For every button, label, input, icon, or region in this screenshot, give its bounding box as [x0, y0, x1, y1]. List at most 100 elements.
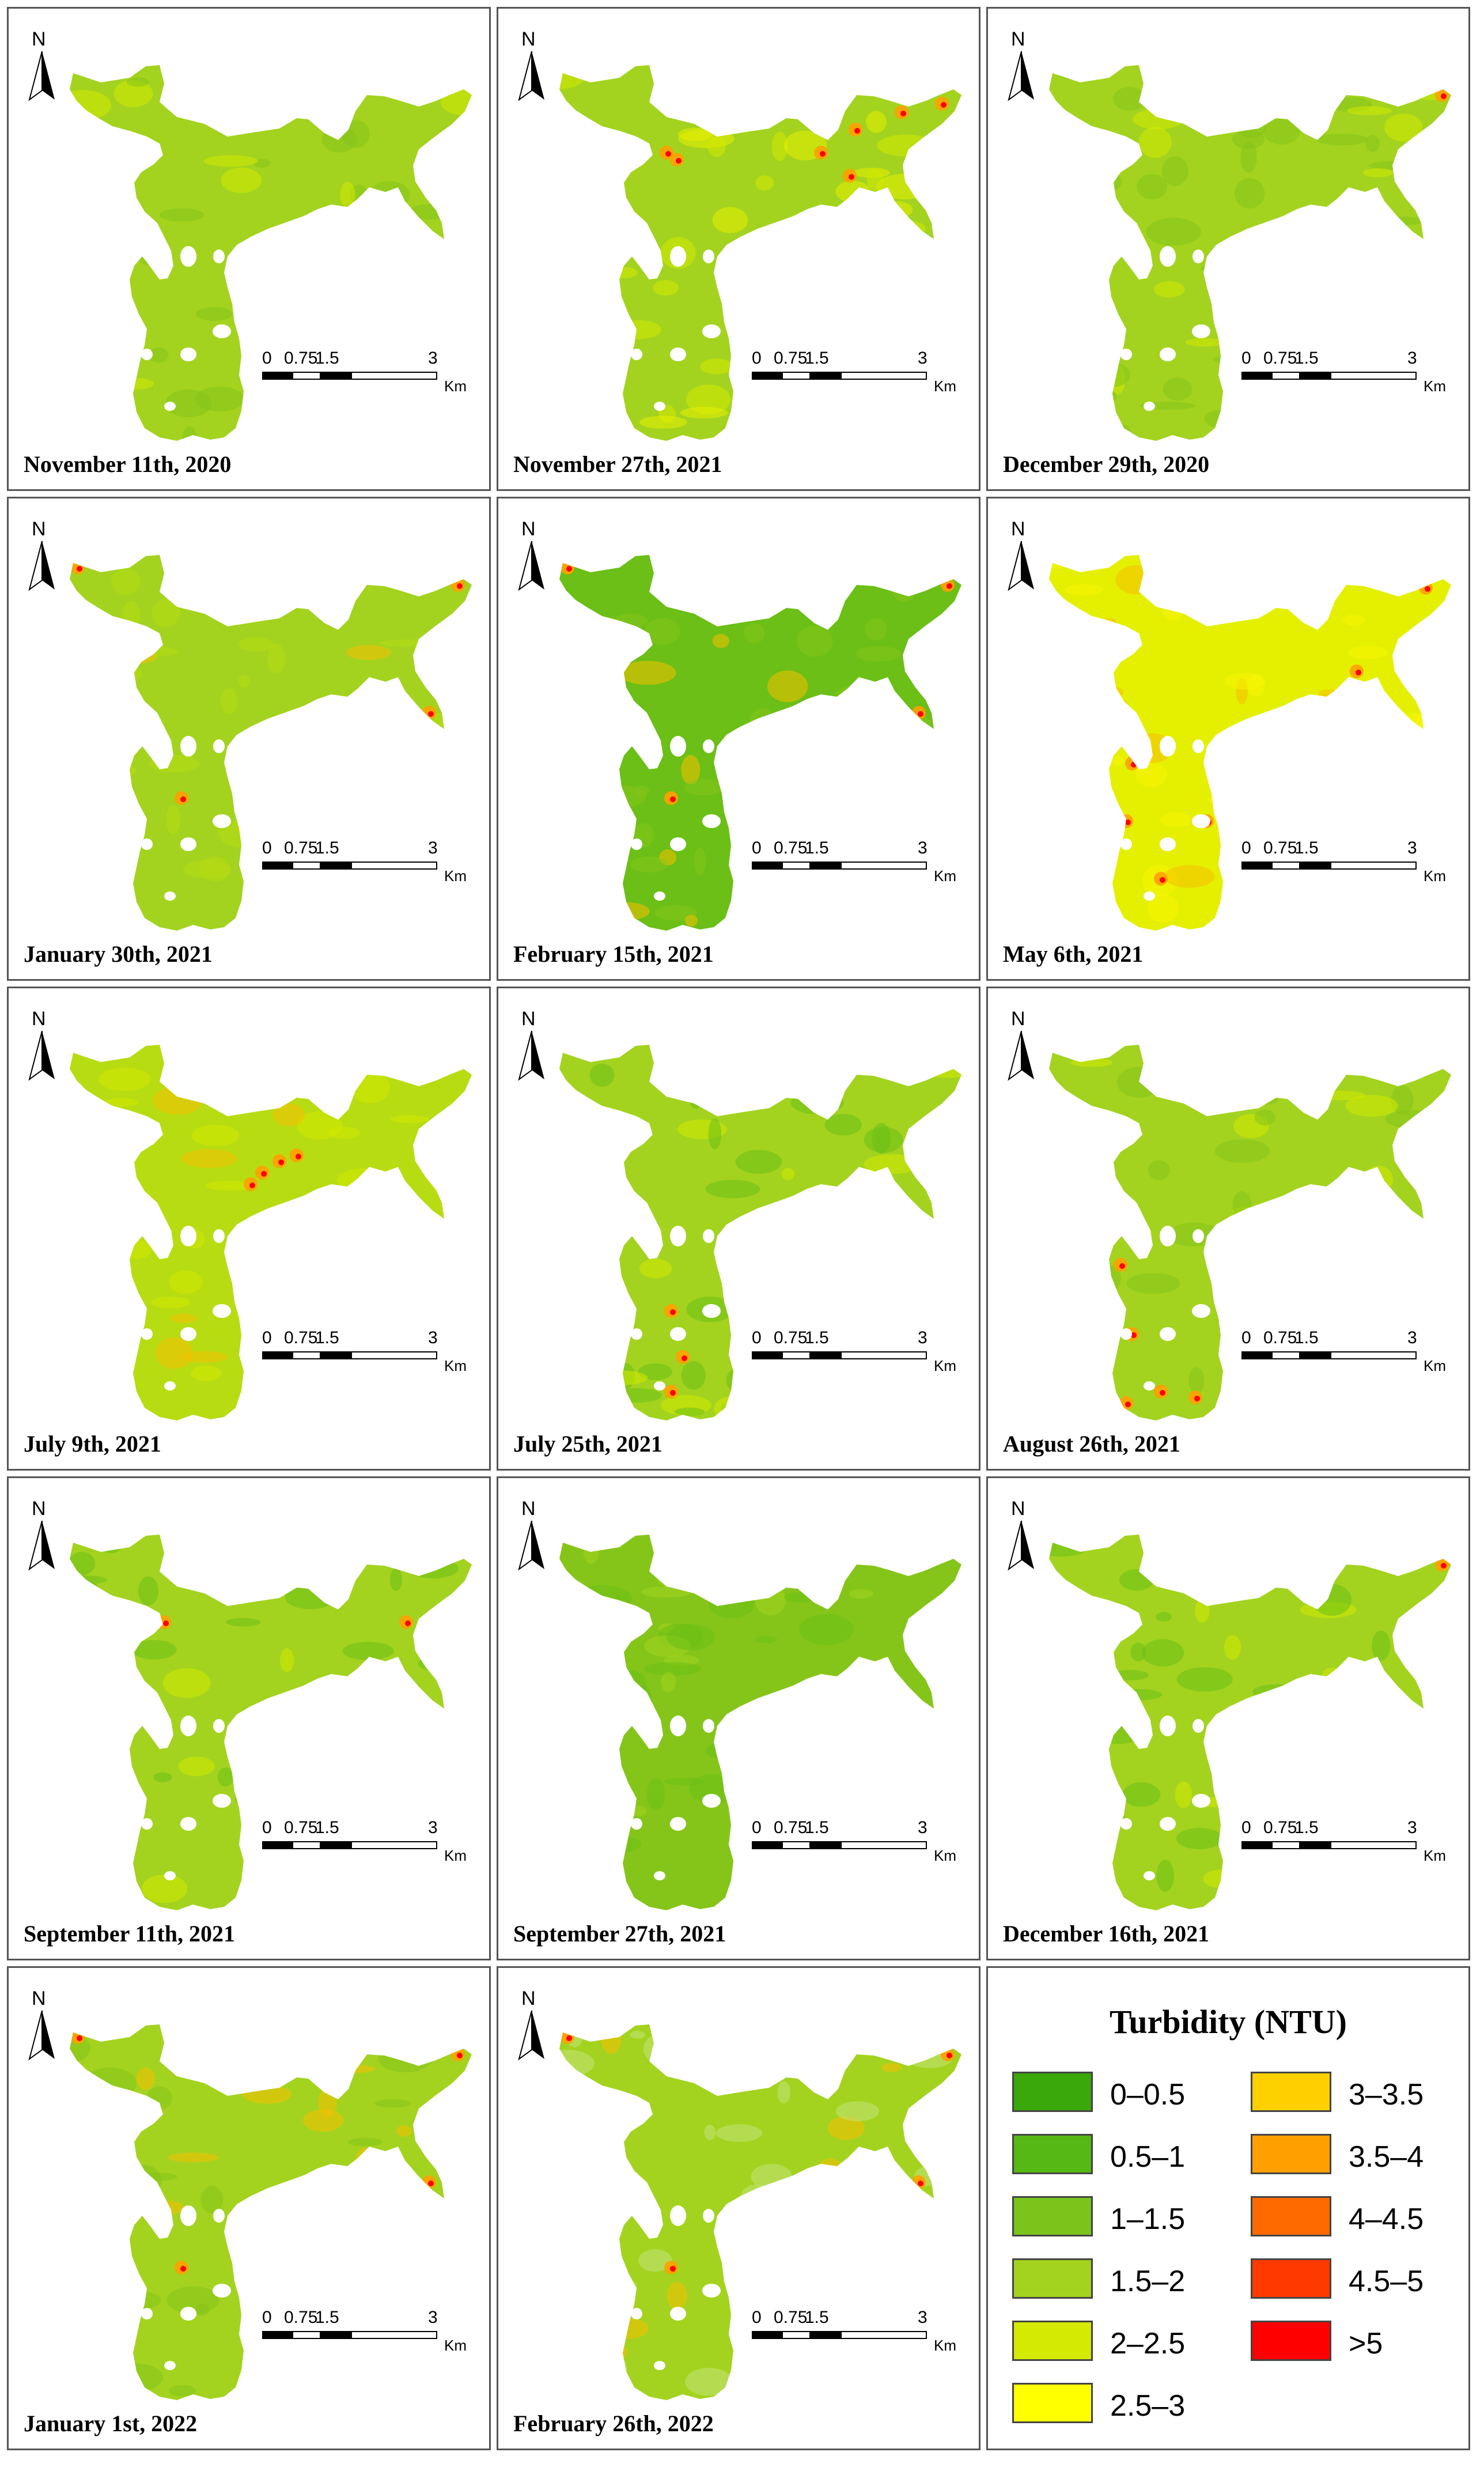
legend-title: Turbidity (NTU) — [1109, 2003, 1347, 2041]
scale-unit: Km — [444, 1357, 467, 1374]
island — [654, 2361, 665, 2370]
reservoir-map — [1049, 1535, 1451, 1910]
scale-segment — [782, 1351, 811, 1359]
island — [670, 2205, 686, 2226]
scale-unit: Km — [1424, 377, 1446, 395]
scale-tick-label: 0.75 — [774, 1818, 808, 1837]
island — [1160, 736, 1176, 757]
island — [1120, 838, 1132, 850]
north-label: N — [521, 1008, 536, 1030]
scale-tick-label: 0.75 — [774, 349, 808, 368]
scale-bar: 0 0.75 1.5 3 Km — [752, 2308, 979, 2354]
scale-segment — [262, 862, 292, 870]
scale-bar: 0 0.75 1.5 3 Km — [1241, 1818, 1468, 1864]
island — [703, 1229, 714, 1243]
scale-tick-label: 0 — [262, 1818, 272, 1837]
scale-tick-label: 0.75 — [774, 1328, 808, 1347]
scale-bar: 0 0.75 1.5 3 Km — [752, 1328, 979, 1374]
scale-segment — [321, 372, 351, 380]
island — [1144, 891, 1155, 901]
legend-item: 4–4.5 — [1251, 2196, 1458, 2240]
scale-segment — [752, 372, 782, 380]
scale-tick-label: 0 — [1241, 838, 1251, 857]
island — [703, 1719, 714, 1733]
scale-segment — [1330, 862, 1417, 870]
island — [654, 1871, 665, 1880]
scale-tick-label: 1.5 — [315, 1818, 339, 1837]
island — [1192, 739, 1204, 753]
reservoir-map — [1049, 555, 1451, 931]
reservoir-water — [559, 65, 961, 441]
island — [141, 1818, 153, 1830]
north-label: N — [32, 28, 46, 50]
island — [141, 838, 153, 850]
scale-segment — [1271, 862, 1300, 870]
panel-date-label: February 26th, 2022 — [513, 2410, 714, 2436]
island — [213, 739, 225, 753]
scale-segment — [1330, 372, 1417, 380]
turbidity-map-panel: N 0 0.75 1.5 3 Km December 16th, 2021 — [986, 1476, 1470, 1960]
scale-segment — [811, 1841, 841, 1849]
north-arrow-icon: N — [25, 1498, 59, 1571]
legend-swatch — [1012, 2196, 1093, 2236]
scale-tick-label: 3 — [428, 1818, 438, 1837]
scale-segment — [321, 1841, 351, 1849]
reservoir-water — [70, 65, 472, 441]
legend-swatch — [1012, 2321, 1093, 2361]
island — [670, 837, 686, 851]
north-label: N — [1011, 1498, 1025, 1520]
scale-tick-label: 1.5 — [1294, 838, 1319, 857]
north-label: N — [521, 1498, 536, 1520]
legend-item: >5 — [1251, 2321, 1458, 2364]
legend-label: 1.5–2 — [1110, 2265, 1186, 2298]
reservoir-map — [70, 2024, 472, 2400]
island — [702, 324, 721, 338]
north-arrow-icon: N — [1004, 518, 1039, 591]
scale-tick-label: 1.5 — [1294, 1818, 1319, 1837]
scale-bar: 0 0.75 1.5 3 Km — [1241, 349, 1468, 395]
scale-segment — [841, 1351, 927, 1359]
north-label: N — [32, 1988, 46, 2009]
scale-unit: Km — [1424, 1847, 1446, 1864]
turbidity-map-panel: N 0 0.75 1.5 3 Km May 6th, 2021 — [986, 497, 1470, 981]
island — [654, 1381, 665, 1391]
scale-segment — [782, 862, 811, 870]
scale-tick-label: 3 — [428, 1328, 438, 1347]
island — [654, 891, 665, 901]
scale-segment — [1330, 1841, 1417, 1849]
island — [702, 2284, 721, 2298]
north-arrow-icon: N — [514, 518, 549, 591]
scale-tick-label: 3 — [918, 349, 928, 368]
scale-unit: Km — [444, 867, 467, 885]
island — [1120, 349, 1132, 360]
reservoir-map — [70, 1045, 472, 1420]
scale-tick-label: 3 — [1407, 838, 1417, 857]
island — [670, 1817, 686, 1831]
scale-segment — [1241, 1351, 1271, 1359]
island — [180, 246, 196, 267]
island — [702, 1794, 721, 1808]
island — [631, 1328, 642, 1340]
island — [1192, 814, 1210, 828]
scale-segment — [811, 862, 841, 870]
scale-tick-label: 1.5 — [1294, 349, 1319, 368]
turbidity-map-panel: N 0 0.75 1.5 3 Km September 11th, 2021 — [7, 1476, 491, 1960]
island — [1192, 1229, 1204, 1243]
scale-segment — [752, 862, 782, 870]
north-label: N — [1011, 1008, 1025, 1030]
island — [180, 347, 196, 361]
island — [180, 837, 196, 851]
scale-unit: Km — [934, 1847, 956, 1864]
legend-label: 2–2.5 — [1110, 2327, 1186, 2360]
island — [670, 1327, 686, 1341]
scale-tick-label: 0.75 — [284, 2308, 318, 2327]
scale-tick-label: 0.75 — [284, 349, 318, 368]
scale-tick-label: 0.75 — [284, 1328, 318, 1347]
scale-bar: 0 0.75 1.5 3 Km — [262, 1328, 489, 1374]
scale-segment — [841, 372, 927, 380]
north-arrow-icon: N — [514, 28, 549, 101]
island — [213, 1229, 225, 1243]
reservoir-water — [1049, 1045, 1451, 1420]
panel-date-label: January 1st, 2022 — [24, 2410, 198, 2436]
scale-tick-label: 0 — [262, 1328, 272, 1347]
